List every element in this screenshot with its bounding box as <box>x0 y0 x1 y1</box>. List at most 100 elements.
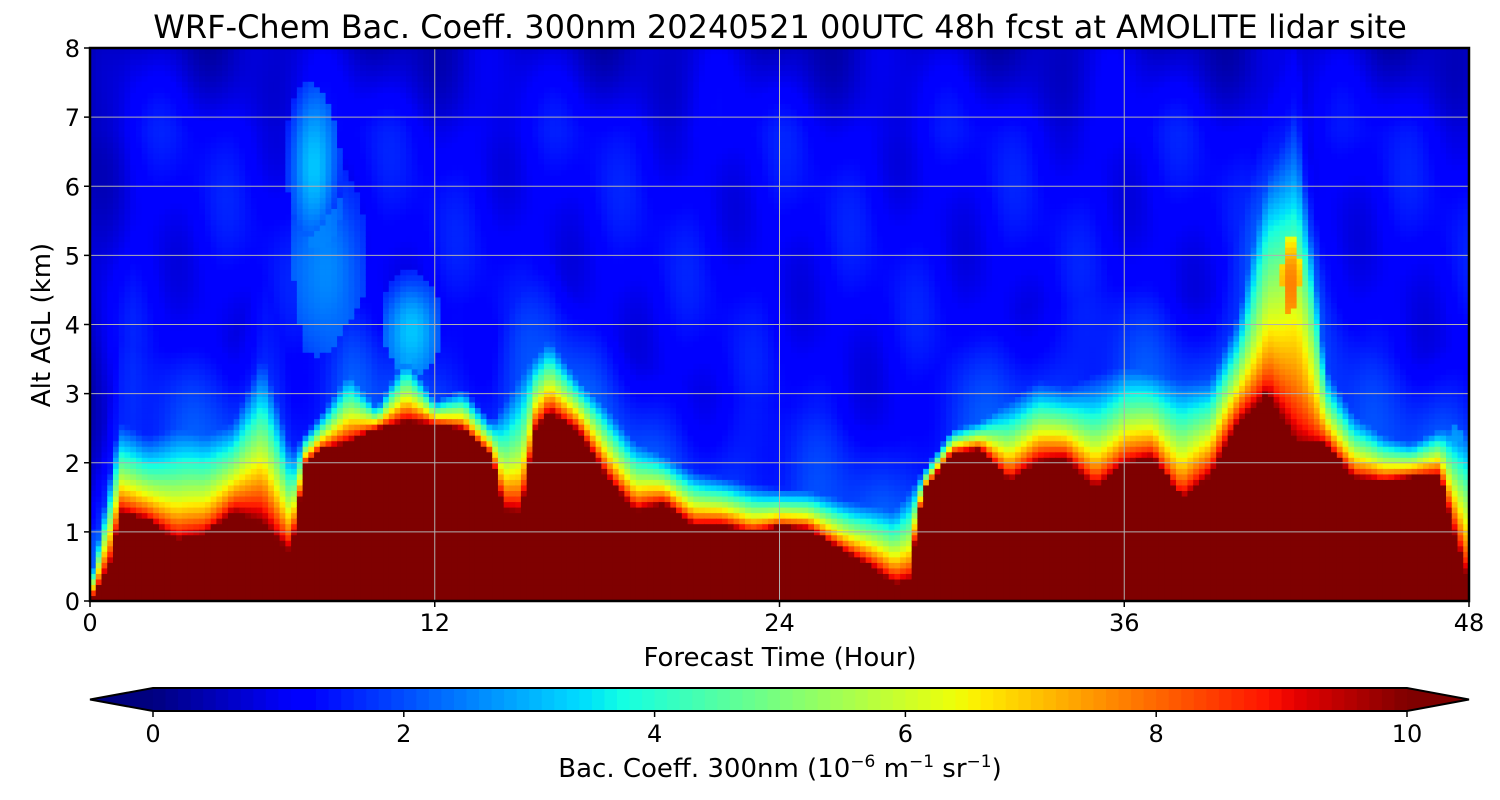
heatmap-cell <box>250 136 258 143</box>
heatmap-cell <box>319 473 327 480</box>
heatmap-cell <box>222 330 229 337</box>
heatmap-cell <box>308 462 315 469</box>
heatmap-cell <box>107 324 114 331</box>
heatmap-cell <box>158 401 166 409</box>
heatmap-cell <box>291 197 298 204</box>
heatmap-cell <box>204 468 212 475</box>
heatmap-cell <box>262 64 269 71</box>
heatmap-cell <box>164 457 172 464</box>
heatmap-cell <box>331 534 338 541</box>
heatmap-cell <box>176 551 183 558</box>
heatmap-cell <box>319 335 327 342</box>
heatmap-cell <box>233 446 240 453</box>
heatmap-cell <box>268 291 275 298</box>
heatmap-cell <box>250 263 258 270</box>
heatmap-cell <box>291 595 298 601</box>
heatmap-cell <box>176 86 183 93</box>
heatmap-cell <box>210 103 218 110</box>
heatmap-cell <box>365 424 373 431</box>
heatmap-cell <box>107 357 114 364</box>
heatmap-cell <box>268 313 275 320</box>
heatmap-cell <box>273 180 281 187</box>
heatmap-cell <box>273 540 281 547</box>
heatmap-cell <box>325 224 332 232</box>
heatmap-cell <box>331 490 338 497</box>
heatmap-cell <box>204 451 212 458</box>
heatmap-cell <box>291 241 298 248</box>
heatmap-cell <box>199 523 206 530</box>
heatmap-cell <box>342 545 350 552</box>
heatmap-cell <box>279 296 286 303</box>
heatmap-cell <box>199 103 206 110</box>
heatmap-cell <box>354 451 361 458</box>
heatmap-cell <box>193 269 200 276</box>
heatmap-cell <box>302 545 309 552</box>
heatmap-cell <box>227 103 235 110</box>
heatmap-cell <box>90 318 97 326</box>
heatmap-cell <box>222 424 229 431</box>
heatmap-cell <box>262 584 269 591</box>
heatmap-cell <box>153 501 160 508</box>
heatmap-cell <box>95 180 103 187</box>
heatmap-cell <box>193 263 200 270</box>
heatmap-cell <box>285 363 292 370</box>
heatmap-cell <box>296 589 304 597</box>
heatmap-cell <box>360 490 367 497</box>
heatmap-cell <box>95 86 103 93</box>
heatmap-cell <box>118 412 126 420</box>
heatmap-cell <box>227 130 235 138</box>
heatmap-cell <box>273 197 281 204</box>
heatmap-cell <box>147 302 154 309</box>
heatmap-cell <box>210 479 218 486</box>
heatmap-cell <box>107 495 114 503</box>
heatmap-cell <box>365 374 373 381</box>
heatmap-cell <box>319 501 327 508</box>
heatmap-cell <box>181 274 189 281</box>
heatmap-cell <box>239 551 246 558</box>
heatmap-cell <box>193 307 200 315</box>
heatmap-cell <box>210 490 218 497</box>
heatmap-cell <box>331 269 338 276</box>
heatmap-cell <box>130 291 137 298</box>
heatmap-cell <box>325 374 332 381</box>
heatmap-cell <box>365 64 373 71</box>
heatmap-cell <box>268 130 275 138</box>
heatmap-cell <box>348 258 355 265</box>
heatmap-cell <box>233 307 240 315</box>
heatmap-cell <box>199 136 206 143</box>
heatmap-cell <box>239 307 246 315</box>
heatmap-cell <box>101 595 108 601</box>
heatmap-cell <box>147 153 154 160</box>
heatmap-cell <box>314 142 321 149</box>
heatmap-cell <box>107 556 114 563</box>
heatmap-cell <box>101 213 108 221</box>
heatmap-cell <box>147 247 154 254</box>
heatmap-cell <box>371 75 378 82</box>
heatmap-cell <box>135 208 143 215</box>
heatmap-cell <box>164 142 172 149</box>
heatmap-cell <box>245 363 252 370</box>
heatmap-cell <box>95 241 103 248</box>
heatmap-cell <box>193 396 200 403</box>
heatmap-cell <box>302 341 309 348</box>
heatmap-cell <box>250 545 258 552</box>
heatmap-cell <box>256 363 263 370</box>
heatmap-cell <box>314 495 321 503</box>
heatmap-cell <box>348 457 355 464</box>
heatmap-cell <box>308 224 315 232</box>
heatmap-cell <box>319 357 327 364</box>
heatmap-cell <box>365 506 373 514</box>
heatmap-cell <box>319 64 327 71</box>
heatmap-cell <box>130 280 137 287</box>
heatmap-cell <box>147 451 154 458</box>
heatmap-cell <box>285 59 292 66</box>
heatmap-cell <box>325 523 332 530</box>
heatmap-cell <box>147 224 154 232</box>
heatmap-cell <box>331 86 338 93</box>
heatmap-cell <box>181 401 189 409</box>
heatmap-cell <box>262 352 269 359</box>
heatmap-cell <box>158 352 166 359</box>
heatmap-cell <box>216 219 223 226</box>
heatmap-cell <box>101 130 108 138</box>
heatmap-cell <box>348 241 355 248</box>
